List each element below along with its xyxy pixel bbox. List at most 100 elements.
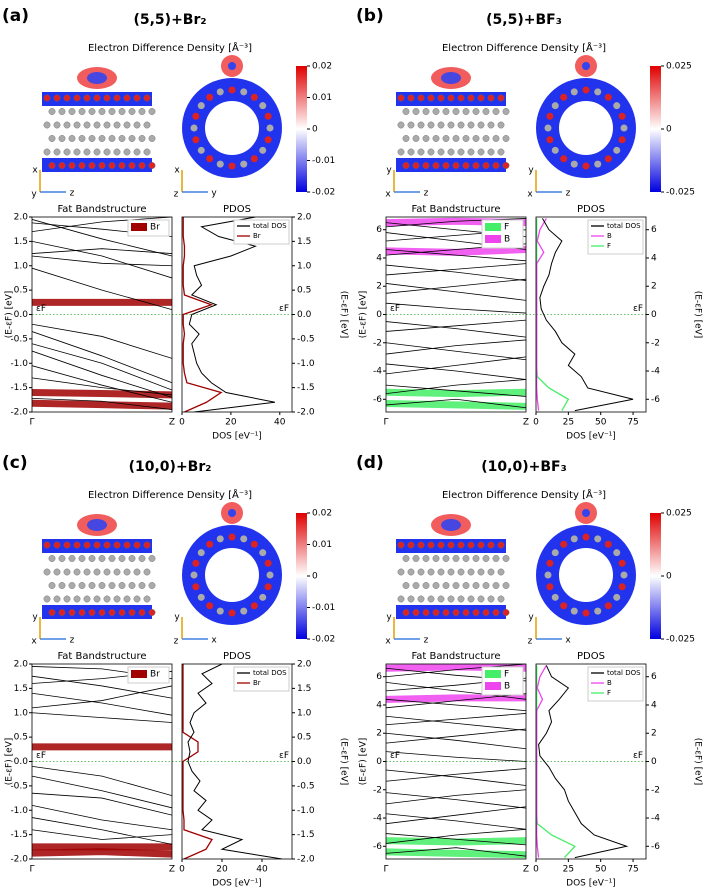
y-tick-label: -4 <box>373 367 382 377</box>
atom <box>620 571 628 579</box>
adsorbate-atom <box>228 62 236 70</box>
y-tick-label: 0 <box>376 757 382 767</box>
band-line <box>32 775 172 809</box>
panel-title: (5,5)+BF₃ <box>486 12 562 28</box>
atom <box>544 124 552 132</box>
band-line <box>386 833 526 846</box>
atom <box>604 155 612 163</box>
axis-label: y <box>211 189 217 199</box>
atom <box>422 555 430 562</box>
legend-label: F <box>504 670 509 680</box>
atom <box>264 559 272 567</box>
atom <box>128 162 136 169</box>
density-band <box>396 605 506 619</box>
band-line <box>386 319 526 332</box>
atom <box>118 555 126 562</box>
y-tick-label: 0.5 <box>14 733 28 743</box>
adsorbate-density <box>87 519 107 531</box>
atom <box>582 609 590 617</box>
y-tick-label: 2.0 <box>297 660 312 670</box>
y-tick-label: 2.0 <box>14 660 29 670</box>
y-axis-label: (E-εF) [eV] <box>5 291 15 339</box>
colorbar-tick-label: -0.025 <box>666 188 695 198</box>
band-line <box>32 804 172 831</box>
atom <box>452 609 460 616</box>
colorbar-tick-label: 0 <box>312 572 318 582</box>
atom <box>487 94 495 102</box>
atom <box>482 108 490 115</box>
axis-label: x <box>385 637 391 647</box>
axis-label: x <box>174 166 180 176</box>
atom <box>123 121 131 129</box>
atom <box>103 568 111 576</box>
adsorbate-atom <box>228 509 236 517</box>
atom <box>546 583 554 591</box>
y-tick-label: -2.0 <box>10 408 28 418</box>
y-tick-label: 0 <box>651 310 657 320</box>
band-line <box>32 397 172 410</box>
fermi-label: εF <box>279 304 289 314</box>
axes-frame <box>31 216 173 413</box>
band-line <box>32 255 172 267</box>
atom <box>417 568 425 576</box>
atom <box>402 555 410 562</box>
band-line <box>386 768 526 782</box>
fat-band <box>386 388 526 398</box>
atom <box>551 549 559 557</box>
axis-label: z <box>528 637 533 647</box>
atom <box>228 609 236 617</box>
band-line <box>386 363 526 380</box>
atom <box>417 94 425 102</box>
ring-hole <box>559 101 613 155</box>
legend-patch <box>485 682 501 690</box>
atom <box>462 135 470 142</box>
chart-title: PDOS <box>223 204 251 215</box>
x-tick-label: 25 <box>563 418 574 428</box>
atom <box>216 607 224 615</box>
x-axis-label: DOS [eV⁻¹] <box>566 879 616 889</box>
adsorbate-atom <box>582 509 590 517</box>
axes-frame <box>385 663 527 860</box>
x-axis-label: DOS [eV⁻¹] <box>212 432 262 442</box>
atom <box>457 568 465 576</box>
band-line <box>386 664 526 678</box>
ring-hole <box>559 548 613 602</box>
atom <box>487 148 495 156</box>
atom <box>407 595 415 603</box>
y-tick-label: 0.0 <box>14 757 29 767</box>
axis-label: x <box>32 166 38 176</box>
atom <box>570 88 578 96</box>
y-tick-label: 0.5 <box>14 286 28 296</box>
atom <box>78 108 86 115</box>
x-tick-label: Γ <box>383 865 388 875</box>
axis-label: z <box>70 636 75 646</box>
atom <box>53 94 61 102</box>
fermi-label: εF <box>633 751 643 761</box>
y-tick-label: 2 <box>651 729 657 739</box>
atom <box>467 595 475 603</box>
band-line <box>32 377 172 396</box>
y-tick-label: -6 <box>651 395 660 405</box>
atom <box>190 124 198 132</box>
colorbar-tick-label: -0.02 <box>312 188 335 198</box>
atom <box>73 541 81 549</box>
atom <box>63 94 71 102</box>
atom <box>58 582 66 589</box>
atom <box>68 609 76 616</box>
y-tick-label: -1.5 <box>10 383 28 393</box>
atom <box>432 135 440 142</box>
band-line <box>32 323 172 359</box>
pdos-group <box>536 218 634 412</box>
atom <box>138 555 146 562</box>
atom <box>113 541 121 549</box>
atom <box>197 102 205 110</box>
pdos-group <box>182 217 275 412</box>
band-line <box>386 398 526 409</box>
legend-patch <box>131 670 147 678</box>
atom <box>48 609 56 616</box>
colorbar <box>650 513 661 639</box>
atom <box>123 595 131 603</box>
atom <box>560 602 568 610</box>
atom <box>613 102 621 110</box>
fermi-label: εF <box>633 304 643 314</box>
